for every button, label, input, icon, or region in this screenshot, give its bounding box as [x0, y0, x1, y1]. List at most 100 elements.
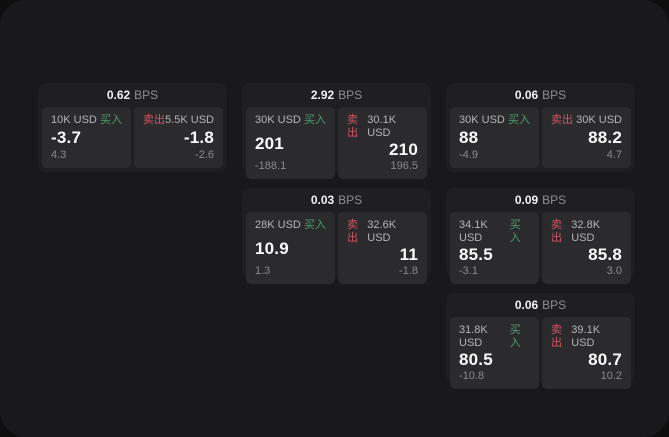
- buy-tile-header: 10K USD 买入: [51, 114, 122, 127]
- bps-value: 0.62: [106, 88, 131, 102]
- buy-amount: 34.1K USD: [459, 219, 488, 244]
- sell-side-label: 卖出: [551, 114, 573, 126]
- sell-tile[interactable]: 卖出 32.8K USD 85.8 3.0: [542, 212, 631, 284]
- quote-card: 2.92 BPS 30K USD 买入 201 -188.1 卖出 30.1K …: [242, 83, 431, 179]
- sell-tile-header: 卖出 32.6K USD: [347, 219, 418, 245]
- buy-tile[interactable]: 34.1K USD 买入 85.5 -3.1: [450, 212, 539, 284]
- buy-main-value: 201: [255, 133, 284, 153]
- bps-unit: BPS: [542, 88, 567, 102]
- sell-amount: 30.1K USD: [367, 114, 397, 139]
- bps-unit: BPS: [542, 298, 567, 312]
- sell-tile[interactable]: 卖出 30K USD 88.2 4.7: [542, 107, 631, 168]
- sell-tile[interactable]: 卖出 30.1K USD 210 196.5: [338, 107, 427, 179]
- buy-main-value: 10.9: [255, 238, 289, 258]
- sell-sub-value: -2.6: [195, 149, 214, 161]
- buy-tile[interactable]: 28K USD 买入 10.9 1.3: [246, 212, 335, 284]
- quote-card: 0.06 BPS 30K USD 买入 88 -4.9 卖出 30K USD: [446, 83, 635, 172]
- quote-tiles: 34.1K USD 买入 85.5 -3.1 卖出 32.8K USD 85.8…: [450, 212, 631, 284]
- sell-sub-value: 4.7: [606, 149, 622, 161]
- buy-sub-value: 1.3: [255, 265, 271, 277]
- bps-unit: BPS: [338, 88, 363, 102]
- bps-value: 0.06: [514, 298, 539, 312]
- bps-unit: BPS: [338, 193, 363, 207]
- quote-tiles: 10K USD 买入 -3.7 4.3 卖出 5.5K USD -1.8 -2.…: [42, 107, 223, 168]
- quote-card: 0.09 BPS 34.1K USD 买入 85.5 -3.1 卖出 32.8K…: [446, 188, 635, 284]
- sell-side-label: 卖出: [551, 324, 562, 349]
- buy-amount: 28K USD: [255, 219, 301, 231]
- buy-amount: 10K USD: [51, 114, 97, 126]
- sell-main-value: 88.2: [588, 128, 622, 147]
- sell-main-value: 85.8: [588, 245, 622, 264]
- bps-value: 0.06: [514, 88, 539, 102]
- buy-tile-header: 28K USD 买入: [255, 219, 326, 232]
- buy-tile[interactable]: 30K USD 买入 201 -188.1: [246, 107, 335, 179]
- sell-sub-value: 10.2: [600, 370, 622, 382]
- quote-tiles: 28K USD 买入 10.9 1.3 卖出 32.6K USD 11 -1.8: [246, 212, 427, 284]
- bps-spread-header: 0.03 BPS: [246, 192, 427, 209]
- quote-tiles: 30K USD 买入 88 -4.9 卖出 30K USD 88.2 4.7: [450, 107, 631, 168]
- buy-side-label: 买入: [509, 324, 521, 349]
- sell-tile-header: 卖出 30K USD: [551, 114, 622, 127]
- bps-spread-header: 2.92 BPS: [246, 87, 427, 104]
- sell-amount: 32.6K USD: [367, 219, 397, 244]
- buy-tile-header: 30K USD 买入: [255, 114, 326, 127]
- buy-tile[interactable]: 31.8K USD 买入 80.5 -10.8: [450, 317, 539, 389]
- quote-tiles: 30K USD 买入 201 -188.1 卖出 30.1K USD 210 1…: [246, 107, 427, 179]
- buy-sub-value: -3.1: [459, 265, 478, 277]
- sell-amount: 32.8K USD: [571, 219, 601, 244]
- sell-side-label: 卖出: [347, 219, 358, 244]
- sell-amount: 39.1K USD: [571, 324, 601, 349]
- buy-tile[interactable]: 10K USD 买入 -3.7 4.3: [42, 107, 131, 168]
- sell-main-value: -1.8: [183, 128, 214, 147]
- sell-tile-header: 卖出 32.8K USD: [551, 219, 622, 245]
- buy-amount: 31.8K USD: [459, 324, 488, 349]
- sell-sub-value: 196.5: [390, 160, 418, 172]
- buy-side-label: 买入: [304, 114, 326, 126]
- sell-amount: 30K USD: [576, 114, 622, 126]
- sell-amount: 5.5K USD: [165, 114, 214, 126]
- sell-side-label: 卖出: [143, 114, 165, 126]
- sell-main-value: 11: [399, 245, 418, 264]
- buy-sub-value: -4.9: [459, 149, 478, 161]
- bps-spread-header: 0.62 BPS: [42, 87, 223, 104]
- bps-value: 0.03: [310, 193, 335, 207]
- quote-card: 0.06 BPS 31.8K USD 买入 80.5 -10.8 卖出 39.1…: [446, 293, 635, 389]
- buy-tile-header: 34.1K USD 买入: [459, 219, 530, 245]
- buy-tile-header: 31.8K USD 买入: [459, 324, 530, 350]
- quote-card: 0.03 BPS 28K USD 买入 10.9 1.3 卖出 32.6K US…: [242, 188, 431, 284]
- sell-main-value: 80.7: [588, 350, 622, 369]
- sell-tile[interactable]: 卖出 5.5K USD -1.8 -2.6: [134, 107, 223, 168]
- sell-tile[interactable]: 卖出 39.1K USD 80.7 10.2: [542, 317, 631, 389]
- sell-sub-value: 3.0: [606, 265, 622, 277]
- quote-cards-grid: 0.62 BPS 10K USD 买入 -3.7 4.3 卖出 5.5K USD: [38, 83, 635, 389]
- buy-amount: 30K USD: [459, 114, 505, 126]
- buy-side-label: 买入: [509, 219, 521, 244]
- buy-main-value: 88: [459, 128, 479, 147]
- buy-tile[interactable]: 30K USD 买入 88 -4.9: [450, 107, 539, 168]
- buy-sub-value: 4.3: [51, 149, 67, 161]
- buy-main-value: 80.5: [459, 350, 493, 369]
- buy-side-label: 买入: [304, 219, 326, 231]
- sell-main-value: 210: [389, 140, 418, 159]
- bps-unit: BPS: [542, 193, 567, 207]
- quote-tiles: 31.8K USD 买入 80.5 -10.8 卖出 39.1K USD 80.…: [450, 317, 631, 389]
- sell-sub-value: -1.8: [399, 265, 418, 277]
- buy-tile-header: 30K USD 买入: [459, 114, 530, 127]
- sell-tile-header: 卖出 39.1K USD: [551, 324, 622, 350]
- sell-tile-header: 卖出 5.5K USD: [143, 114, 214, 127]
- sell-tile-header: 卖出 30.1K USD: [347, 114, 418, 140]
- buy-side-label: 买入: [508, 114, 530, 126]
- bps-unit: BPS: [134, 88, 159, 102]
- buy-sub-value: -10.8: [459, 370, 485, 382]
- sell-side-label: 卖出: [551, 219, 562, 244]
- buy-main-value: -3.7: [51, 128, 82, 147]
- quote-card: 0.62 BPS 10K USD 买入 -3.7 4.3 卖出 5.5K USD: [38, 83, 227, 172]
- bps-value: 0.09: [514, 193, 539, 207]
- buy-side-label: 买入: [100, 114, 122, 126]
- buy-sub-value: -188.1: [255, 160, 287, 172]
- buy-main-value: 85.5: [459, 245, 493, 264]
- sell-tile[interactable]: 卖出 32.6K USD 11 -1.8: [338, 212, 427, 284]
- bps-spread-header: 0.06 BPS: [450, 87, 631, 104]
- sell-side-label: 卖出: [347, 114, 358, 139]
